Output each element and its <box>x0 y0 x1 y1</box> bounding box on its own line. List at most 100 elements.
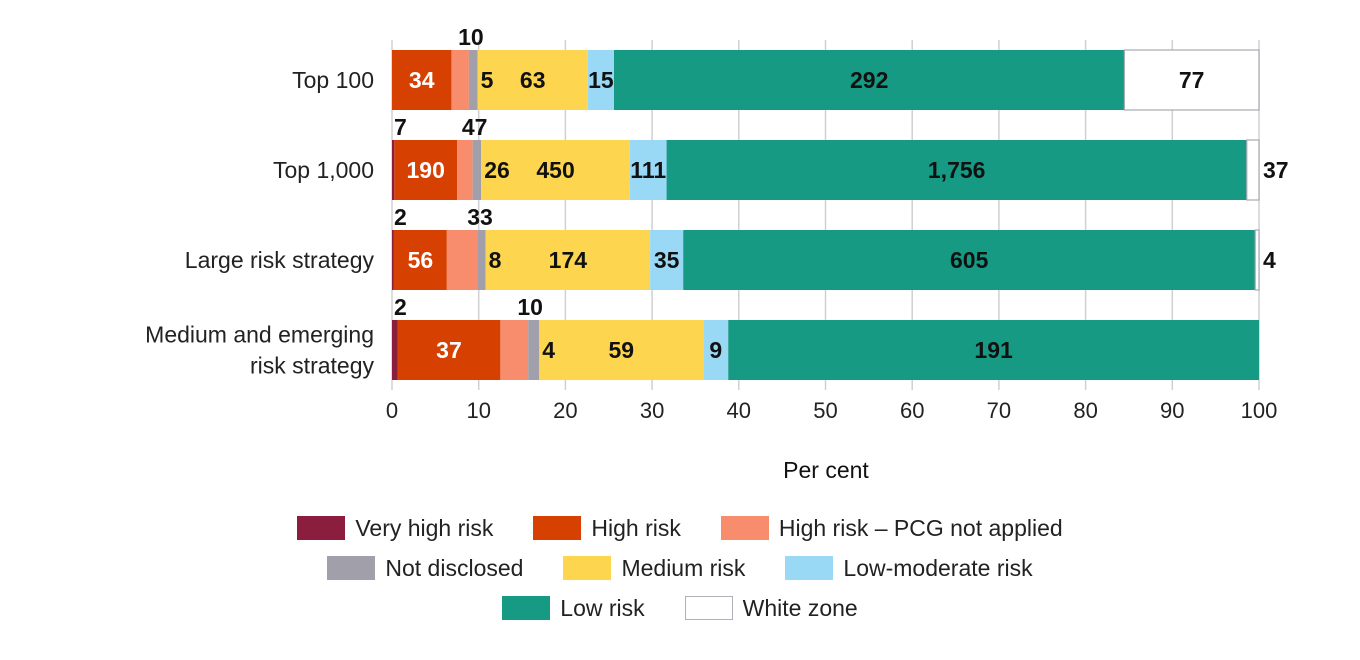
bars <box>392 49 1260 380</box>
category-label: Large risk strategy <box>185 247 375 273</box>
value-label: 10 <box>517 294 543 320</box>
x-tick-label: 40 <box>727 398 751 423</box>
legend-label: Low-moderate risk <box>843 554 1033 581</box>
value-label: 9 <box>709 337 722 363</box>
value-label: 59 <box>608 337 634 363</box>
value-label: 35 <box>654 247 680 273</box>
bar-segment-very-high-risk <box>392 320 398 380</box>
bar-segment-not-disclosed <box>468 50 478 110</box>
legend-row: Low risk White zone <box>0 588 1360 628</box>
category-labels: Top 100 Top 1,000 Large risk strategy Mediu… <box>145 67 374 379</box>
x-tick-label: 70 <box>987 398 1011 423</box>
legend-item: Very high risk <box>297 515 493 542</box>
legend-label: High risk – PCG not applied <box>778 514 1063 541</box>
value-label: 34 <box>409 67 435 93</box>
value-label: 2 <box>394 204 407 230</box>
value-label: 2 <box>394 294 407 320</box>
legend-swatch <box>684 596 733 620</box>
value-label: 190 <box>407 157 445 183</box>
stacked-bar-chart: Top 100 Top 1,000 Large risk strategy Mediu… <box>145 24 1289 483</box>
value-label: 26 <box>484 157 510 183</box>
legend-swatch <box>563 556 612 580</box>
bar-segment-white-zone <box>1123 49 1260 111</box>
value-label: 450 <box>536 157 574 183</box>
category-label: risk strategy <box>250 353 374 379</box>
bar-segment-very-high-risk <box>392 140 395 200</box>
legend-swatch <box>327 556 376 580</box>
legend-label: Medium risk <box>621 554 746 581</box>
bar-segment-high-risk-pcg-not-applied <box>500 320 529 380</box>
value-label: 4 <box>1263 247 1276 273</box>
value-label: 111 <box>630 157 666 183</box>
legend-swatch <box>785 556 834 580</box>
x-tick-label: 80 <box>1073 398 1097 423</box>
value-label: 56 <box>408 247 434 273</box>
bar-segment-low-moderate-risk <box>703 320 729 380</box>
bar-segment-high-risk <box>393 230 447 290</box>
legend-label: Low risk <box>560 594 645 621</box>
value-label: 1,756 <box>928 157 986 183</box>
legend-label: Very high risk <box>355 514 494 541</box>
value-label: 10 <box>458 24 484 50</box>
bar-segment-medium-risk <box>485 230 651 290</box>
legend-row: Not disclosed Medium risk Low-moderate ris… <box>0 548 1360 588</box>
value-label: 37 <box>1263 157 1289 183</box>
legend: Very high risk High risk High risk – PCG n… <box>0 508 1360 628</box>
category-label: Top 1,000 <box>273 157 374 183</box>
value-label: 47 <box>462 114 488 140</box>
bar-segment-low-risk <box>666 140 1247 200</box>
x-tick-label: 0 <box>386 398 398 423</box>
bar-segment-medium-risk <box>481 140 630 200</box>
bar-segment-white-zone <box>1246 139 1260 201</box>
bar-segment-low-risk <box>683 230 1256 290</box>
legend-swatch <box>533 516 582 540</box>
legend-label: Not disclosed <box>385 554 524 581</box>
bar-segment-high-risk <box>397 320 501 380</box>
bar-segment-high-risk-pcg-not-applied <box>457 140 473 200</box>
value-label: 77 <box>1179 67 1205 93</box>
bar-segment-not-disclosed <box>478 230 486 290</box>
bar-segment-medium-risk <box>539 320 704 380</box>
value-label: 174 <box>549 247 588 273</box>
value-label: 605 <box>950 247 989 273</box>
legend-item: Not disclosed <box>327 555 523 582</box>
value-label: 191 <box>974 337 1013 363</box>
bar-segment-very-high-risk <box>392 230 394 290</box>
x-tick-label: 50 <box>813 398 837 423</box>
bar-segment-medium-risk <box>477 50 588 110</box>
bar-segment-low-moderate-risk <box>629 140 667 200</box>
legend-item: White zone <box>684 594 858 622</box>
value-label: 63 <box>520 67 546 93</box>
x-tick-label: 10 <box>466 398 490 423</box>
bar-segment-high-risk <box>392 50 452 110</box>
bar-segment-low-risk <box>728 320 1259 380</box>
bar-segment-high-risk <box>394 140 458 200</box>
legend-row: Very high risk High risk High risk – PCG n… <box>0 508 1360 548</box>
legend-item: High risk – PCG not applied <box>720 514 1063 542</box>
value-label: 8 <box>489 247 502 273</box>
legend-item: High risk <box>533 514 681 542</box>
bar-segment-white-zone <box>1254 229 1260 291</box>
value-label: 15 <box>588 67 614 93</box>
bar-segment-not-disclosed <box>472 140 482 200</box>
x-tick-label: 30 <box>640 398 664 423</box>
legend-swatch <box>720 516 769 540</box>
category-label: Medium and emerging <box>145 322 374 348</box>
x-tick-label: 20 <box>553 398 577 423</box>
bar-segment-low-moderate-risk <box>650 230 684 290</box>
value-label: 292 <box>850 67 888 93</box>
x-tick-label: 100 <box>1241 398 1278 423</box>
legend-label: High risk <box>591 514 681 541</box>
legend-item: Medium risk <box>563 555 745 582</box>
bar-segment-not-disclosed <box>528 320 540 380</box>
legend-swatch <box>502 596 551 620</box>
legend-label: White zone <box>742 594 858 621</box>
value-label: 37 <box>436 337 462 363</box>
value-label: 5 <box>481 67 494 93</box>
value-label: 33 <box>467 204 493 230</box>
bar-segment-high-risk-pcg-not-applied <box>446 230 479 290</box>
x-tick-label: 90 <box>1160 398 1184 423</box>
bar-segment-high-risk-pcg-not-applied <box>451 50 469 110</box>
x-tick-labels: 0 10 20 30 40 50 60 70 80 90 100 <box>386 398 1277 423</box>
